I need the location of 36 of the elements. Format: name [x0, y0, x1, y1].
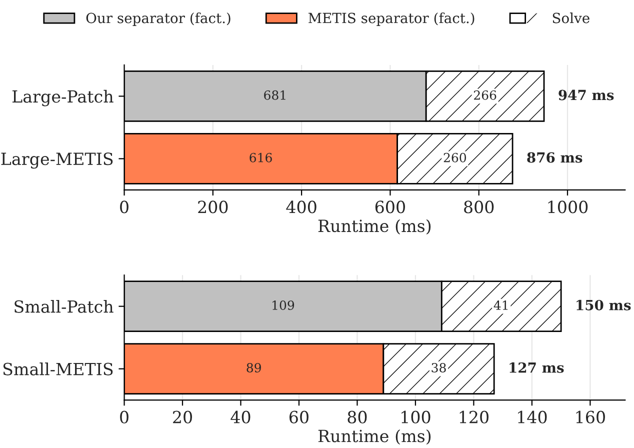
- y-tick-label: Large-METIS: [1, 152, 113, 169]
- x-tick-label: 600: [375, 200, 406, 214]
- x-tick-label: 100: [402, 410, 430, 424]
- x-tick-label: 160: [576, 410, 605, 424]
- data-label: 89: [246, 362, 261, 372]
- x-tick-label: 800: [464, 200, 494, 214]
- x-tick-label: 200: [198, 200, 228, 214]
- x-tick-label: 140: [518, 410, 547, 424]
- data-label: 681: [264, 90, 286, 100]
- data-label: 38: [432, 362, 446, 372]
- x-tick-label: 0: [120, 200, 128, 214]
- total-label: 150 ms: [576, 300, 631, 310]
- x-tick-label: 120: [460, 410, 488, 424]
- x-tick-label: 400: [286, 200, 316, 214]
- x-tick-label: 20: [173, 410, 192, 424]
- legend-label: Our separator (fact.): [86, 12, 230, 26]
- x-tick-label: 80: [348, 410, 367, 424]
- data-label: 616: [250, 152, 272, 162]
- legend-label: Solve: [552, 12, 590, 24]
- x-tick-label: 60: [289, 410, 308, 424]
- data-label: 260: [444, 152, 466, 162]
- x-tick-label: 1000: [548, 200, 588, 214]
- total-label: 947 ms: [558, 90, 614, 100]
- y-tick-label: Small-METIS: [3, 362, 113, 376]
- data-label: 109: [272, 300, 294, 310]
- data-label: 41: [494, 300, 508, 310]
- x-tick-label: 0: [120, 410, 128, 424]
- y-tick-label: Small-Patch: [14, 300, 114, 313]
- x-axis-title: Runtime (ms): [318, 429, 431, 445]
- total-label: 876 ms: [527, 152, 582, 163]
- x-axis-title: Runtime (ms): [318, 219, 431, 235]
- total-label: 127 ms: [510, 362, 564, 373]
- data-label: 266: [474, 90, 496, 100]
- x-tick-label: 40: [230, 410, 250, 424]
- legend-label: METIS separator (fact.): [308, 12, 474, 26]
- y-tick-label: Large-Patch: [12, 90, 114, 106]
